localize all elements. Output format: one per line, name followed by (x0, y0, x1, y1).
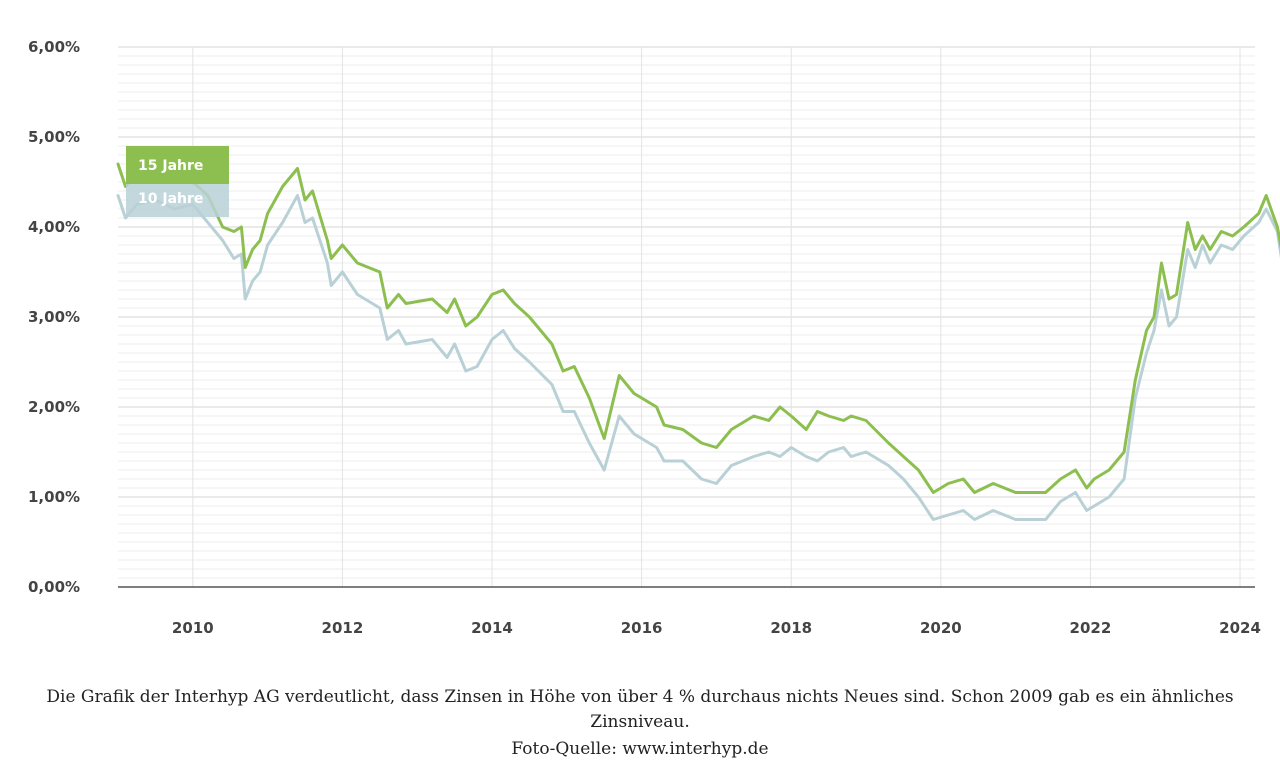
x-tick-label: 2018 (770, 619, 812, 637)
y-tick-label: 0,00% (28, 578, 80, 596)
x-tick-label: 2020 (920, 619, 962, 637)
grid (118, 46, 1255, 588)
x-tick-label: 2014 (471, 619, 513, 637)
series-lines (116, 162, 1280, 521)
y-tick-label: 2,00% (28, 398, 80, 416)
series-line-10-jahre (116, 194, 1280, 521)
x-tick-label: 2022 (1070, 619, 1112, 637)
legend-label-10-jahre: 10 Jahre (138, 191, 203, 207)
x-tick-label: 2016 (621, 619, 663, 637)
legend-label-15-jahre: 15 Jahre (138, 158, 203, 174)
series-line-15-jahre (116, 162, 1280, 494)
y-tick-label: 3,00% (28, 308, 80, 326)
y-tick-label: 6,00% (28, 38, 80, 56)
x-tick-label: 2010 (172, 619, 214, 637)
y-axis: 0,00% 1,00% 2,00% 3,00% 4,00% 5,00% 6,00% (28, 38, 80, 596)
legend: 10 Jahre 15 Jahre (126, 146, 229, 217)
y-tick-label: 4,00% (28, 218, 80, 236)
x-axis: 2010 2012 2014 2016 2018 2020 2022 2024 (172, 619, 1261, 637)
legend-swatch-10-jahre (126, 181, 229, 217)
photo-source: Foto-Quelle: www.interhyp.de (511, 739, 769, 759)
x-tick-label: 2012 (322, 619, 364, 637)
figure-caption: Die Grafik der Interhyp AG verdeutlicht,… (46, 687, 1234, 732)
y-tick-label: 5,00% (28, 128, 80, 146)
line-chart: 0,00% 1,00% 2,00% 3,00% 4,00% 5,00% 6,00% 2010… (28, 38, 1280, 637)
x-tick-label: 2024 (1219, 619, 1261, 637)
legend-swatch-15-jahre (126, 146, 229, 184)
y-tick-label: 1,00% (28, 488, 80, 506)
